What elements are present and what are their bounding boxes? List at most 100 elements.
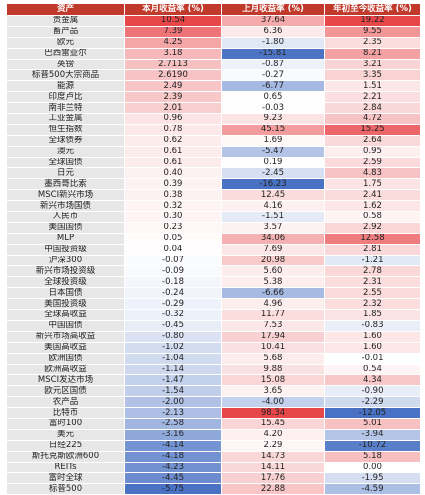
this-month-cell: 0.39	[124, 178, 222, 191]
table-row: 人民币 0.30 -1.51 0.58	[6, 211, 421, 223]
table-row: MSCI发达市场 -1.47 15.08 4.34	[6, 374, 421, 387]
table-row: 中国国债 -0.45 7.53 -0.83	[6, 319, 421, 332]
asset-name-cell: 欧元区国债	[6, 385, 125, 398]
this-month-cell: 0.61	[124, 156, 222, 169]
header-last-month-return[interactable]: 上月收益率 (%)	[221, 3, 325, 16]
last-month-cell: 12.45	[221, 189, 325, 202]
asset-name-cell: 人民币	[6, 211, 125, 223]
this-month-cell: -4.14	[124, 439, 222, 452]
asset-name-cell: 全球投资级	[6, 276, 125, 289]
last-month-cell: -1.80	[221, 36, 325, 49]
last-month-cell: 37.64	[221, 15, 325, 27]
last-month-cell: 14.11	[221, 461, 325, 474]
last-month-cell: 3.57	[221, 221, 325, 234]
this-month-cell: -4.23	[124, 461, 222, 474]
ytd-cell: -1.95	[324, 472, 421, 485]
last-month-cell: 9.23	[221, 113, 325, 125]
asset-name-cell: 巴西雷亚尔	[6, 47, 125, 60]
ytd-cell: 0.58	[324, 211, 421, 223]
asset-name-cell: 比特币	[6, 407, 125, 419]
table-row: 斯托克斯欧洲600 -4.18 14.73 5.18	[6, 450, 421, 463]
asset-name-cell: 美国国债	[6, 221, 125, 234]
asset-name-cell: MLP	[6, 232, 125, 245]
this-month-cell: -1.54	[124, 385, 222, 398]
table-row: 新兴市场高收益 -0.80 17.94 1.60	[6, 330, 421, 343]
table-row: 美国高收益 -1.02 10.41 1.60	[6, 341, 421, 354]
ytd-cell: 9.55	[324, 25, 421, 38]
table-row: 富时100 -2.58 15.45 5.01	[6, 417, 421, 430]
asset-name-cell: 富时全球	[6, 472, 125, 485]
ytd-cell: 3.21	[324, 58, 421, 71]
this-month-cell: 7.39	[124, 25, 222, 38]
last-month-cell: 17.94	[221, 330, 325, 343]
table-row: 富时全球 -4.45 17.76 -1.95	[6, 472, 421, 485]
ytd-cell: 8.21	[324, 47, 421, 60]
ytd-cell: 1.75	[324, 178, 421, 191]
asset-name-cell: 美国高收益	[6, 341, 125, 354]
last-month-cell: -5.47	[221, 145, 325, 158]
table-row: 南非兰特 2.01 -0.03 2.84	[6, 102, 421, 115]
last-month-cell: -0.03	[221, 102, 325, 115]
header-ytd-return[interactable]: 年初至今收益率 (%)	[324, 3, 421, 16]
this-month-cell: 0.04	[124, 243, 222, 256]
table-row: 农产品 -2.00 -4.00 -2.29	[6, 396, 421, 409]
last-month-cell: 20.98	[221, 254, 325, 267]
table-row: 标普500大宗商品 2.6190 -0.27 3.35	[6, 69, 421, 82]
header-asset[interactable]: 资产	[6, 3, 125, 16]
this-month-cell: -0.45	[124, 319, 222, 332]
ytd-cell: -4.59	[324, 483, 421, 495]
this-month-cell: -4.45	[124, 472, 222, 485]
ytd-cell: 1.62	[324, 200, 421, 213]
ytd-cell: 1.51	[324, 80, 421, 93]
table-row: 印度卢比 2.39 0.65 2.21	[6, 91, 421, 104]
asset-name-cell: 欧洲高收益	[6, 363, 125, 376]
table-row: 能源 2.49 -6.77 1.51	[6, 80, 421, 93]
asset-name-cell: 全球债券	[6, 134, 125, 147]
table-row: 新兴市场投资级 -0.09 5.60 2.78	[6, 265, 421, 278]
last-month-cell: 4.20	[221, 428, 325, 441]
ytd-cell: 2.31	[324, 276, 421, 289]
asset-name-cell: 欧洲国债	[6, 352, 125, 365]
table-row: 中国投资级 0.04 7.69 2.81	[6, 243, 421, 256]
header-this-month-return[interactable]: 本月收益率 (%)	[124, 3, 222, 16]
ytd-cell: -1.21	[324, 254, 421, 267]
table-row: 全球债券 0.62 1.69 2.64	[6, 134, 421, 147]
table-row: 巴西雷亚尔 3.18 -15.81 8.21	[6, 47, 421, 60]
ytd-cell: 4.72	[324, 113, 421, 125]
this-month-cell: -0.18	[124, 276, 222, 289]
returns-table: 资产 本月收益率 (%) 上月收益率 (%) 年初至今收益率 (%) 贵金属 10…	[6, 3, 421, 495]
this-month-cell: -0.80	[124, 330, 222, 343]
asset-name-cell: 日元	[6, 167, 125, 180]
table-row: 全球高收益 -0.32 11.77 1.85	[6, 309, 421, 321]
table-row: 日本国债 -0.24 -6.66 2.55	[6, 287, 421, 300]
ytd-cell: 2.35	[324, 36, 421, 49]
this-month-cell: -0.32	[124, 309, 222, 321]
this-month-cell: -5.75	[124, 483, 222, 495]
table-row: 美国国债 0.23 3.57 2.92	[6, 221, 421, 234]
ytd-cell: 2.21	[324, 91, 421, 104]
ytd-cell: 1.60	[324, 330, 421, 343]
ytd-cell: 12.58	[324, 232, 421, 245]
last-month-cell: -4.00	[221, 396, 325, 409]
this-month-cell: 0.38	[124, 189, 222, 202]
asset-name-cell: 全球高收益	[6, 309, 125, 321]
ytd-cell: 19.22	[324, 15, 421, 27]
last-month-cell: -0.27	[221, 69, 325, 82]
table-row: 美国投资级 -0.29 4.96 2.32	[6, 298, 421, 311]
table-body: 贵金属 10.54 37.64 19.22 畜产品 7.39 6.36 9.55 欧元 4.25-…	[6, 15, 421, 495]
last-month-cell: 5.38	[221, 276, 325, 289]
last-month-cell: 22.88	[221, 483, 325, 495]
asset-name-cell: 全球国债	[6, 156, 125, 169]
this-month-cell: 0.96	[124, 113, 222, 125]
asset-name-cell: 日经225	[6, 439, 125, 452]
asset-name-cell: 沪深300	[6, 254, 125, 267]
this-month-cell: 0.30	[124, 211, 222, 223]
header-row: 资产 本月收益率 (%) 上月收益率 (%) 年初至今收益率 (%)	[6, 3, 421, 16]
this-month-cell: -1.47	[124, 374, 222, 387]
this-month-cell: -1.14	[124, 363, 222, 376]
table-row: 沪深300 -0.07 20.98 -1.21	[6, 254, 421, 267]
asset-name-cell: 新兴市场高收益	[6, 330, 125, 343]
this-month-cell: 2.7113	[124, 58, 222, 71]
ytd-cell: 1.85	[324, 309, 421, 321]
this-month-cell: 0.23	[124, 221, 222, 234]
